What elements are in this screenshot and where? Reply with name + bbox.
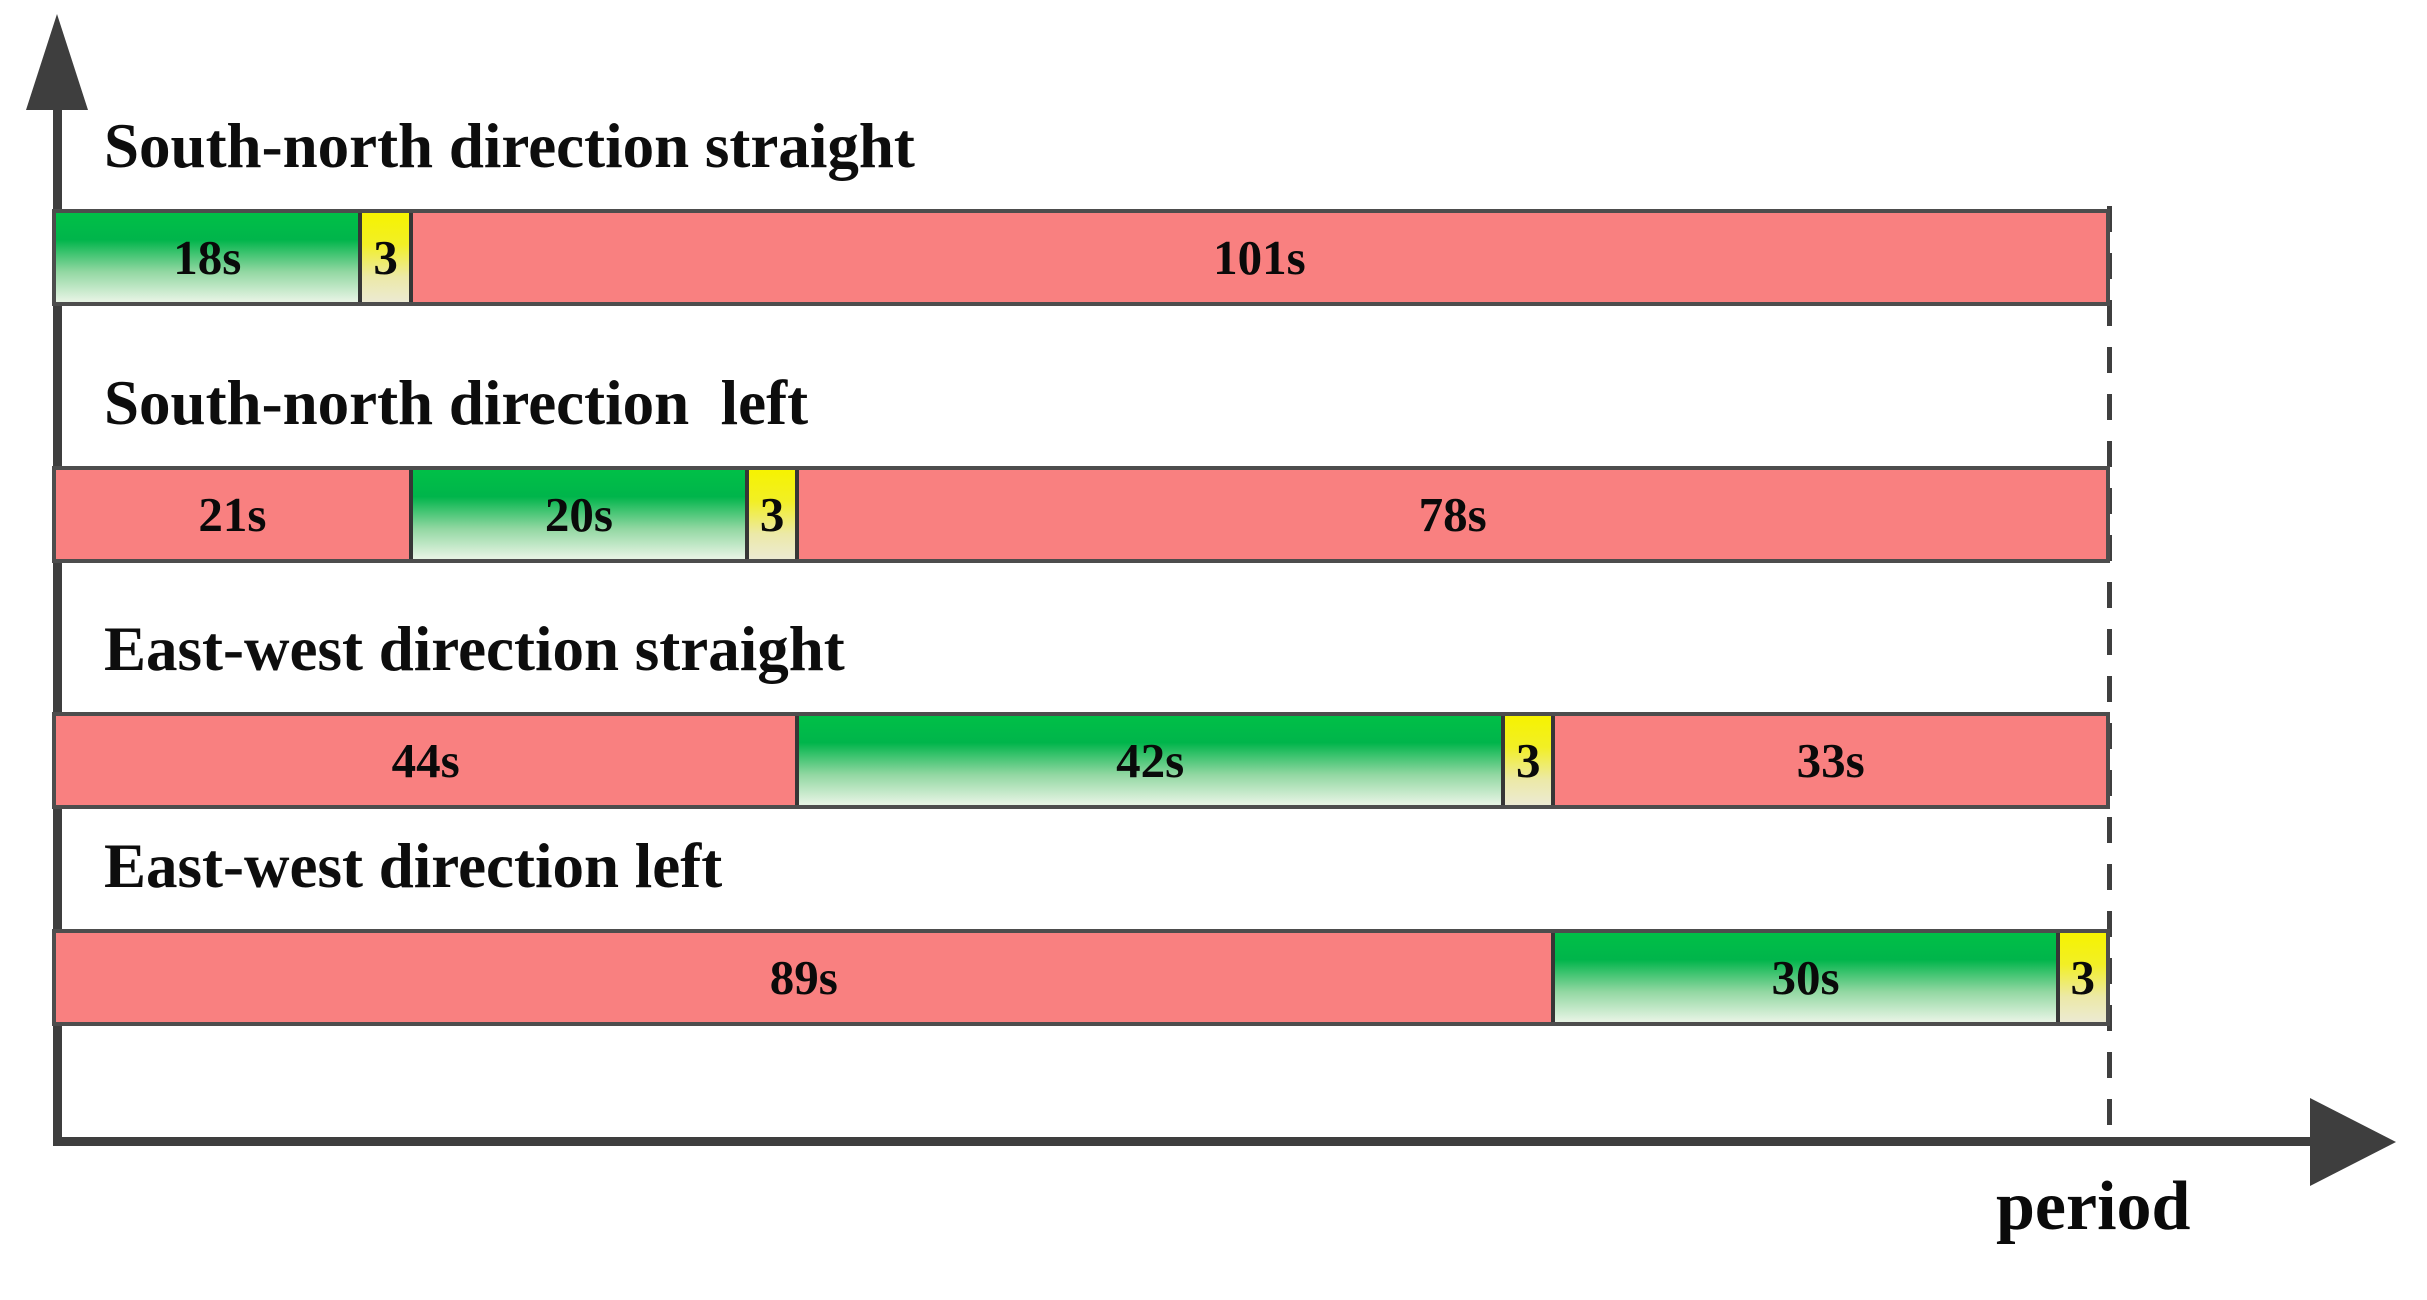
bar-segment-green: 18s <box>56 213 359 302</box>
segment-duration-label: 20s <box>544 487 613 542</box>
segment-duration-label: 42s <box>1116 733 1185 788</box>
bar-segment-yellow: 3 <box>2055 933 2106 1022</box>
segment-duration-label: 30s <box>1771 950 1840 1005</box>
segment-duration-label: 89s <box>769 950 838 1005</box>
phase-bar: 18s 3 101s <box>52 209 2110 306</box>
segment-duration-label: 18s <box>173 230 242 285</box>
bar-segment-red: 101s <box>408 213 2106 302</box>
phase-title: East-west direction left <box>104 831 723 901</box>
cycle-end-dashed-line <box>2107 206 2112 1138</box>
segment-duration-label: 78s <box>1418 487 1487 542</box>
y-axis-arrow-icon <box>26 14 88 110</box>
phase-bar: 44s 42s 3 33s <box>52 712 2110 809</box>
bar-segment-yellow: 3 <box>744 470 796 559</box>
bar-segment-yellow: 3 <box>1501 716 1552 805</box>
segment-duration-label: 3 <box>1516 733 1541 788</box>
x-axis-arrow-icon <box>2310 1098 2396 1186</box>
bar-segment-red: 21s <box>56 470 409 559</box>
phase-title: East-west direction straight <box>104 614 845 684</box>
bar-segment-red: 44s <box>56 716 796 805</box>
phase-title: South-north direction straight <box>104 111 915 181</box>
x-axis-label: period <box>1996 1168 2191 1245</box>
phase-bar: 89s 30s 3 <box>52 929 2110 1026</box>
segment-duration-label: 21s <box>198 487 267 542</box>
x-axis <box>53 1137 2319 1146</box>
segment-duration-label: 3 <box>759 487 785 542</box>
bar-segment-green: 42s <box>795 716 1502 805</box>
bar-segment-green: 20s <box>408 470 745 559</box>
bar-segment-red: 33s <box>1551 716 2106 805</box>
y-axis <box>53 98 62 1146</box>
bar-segment-red: 89s <box>56 933 1552 1022</box>
segment-duration-label: 44s <box>391 733 460 788</box>
phase-title: South-north direction left <box>104 368 809 438</box>
bar-segment-green: 30s <box>1551 933 2056 1022</box>
bar-segment-yellow: 3 <box>358 213 409 302</box>
phase-bar: 21s 20s 3 78s <box>52 466 2110 563</box>
segment-duration-label: 3 <box>373 230 398 285</box>
segment-duration-label: 101s <box>1213 230 1306 285</box>
segment-duration-label: 33s <box>1796 733 1865 788</box>
bar-segment-red: 78s <box>795 470 2106 559</box>
segment-duration-label: 3 <box>2070 950 2096 1005</box>
